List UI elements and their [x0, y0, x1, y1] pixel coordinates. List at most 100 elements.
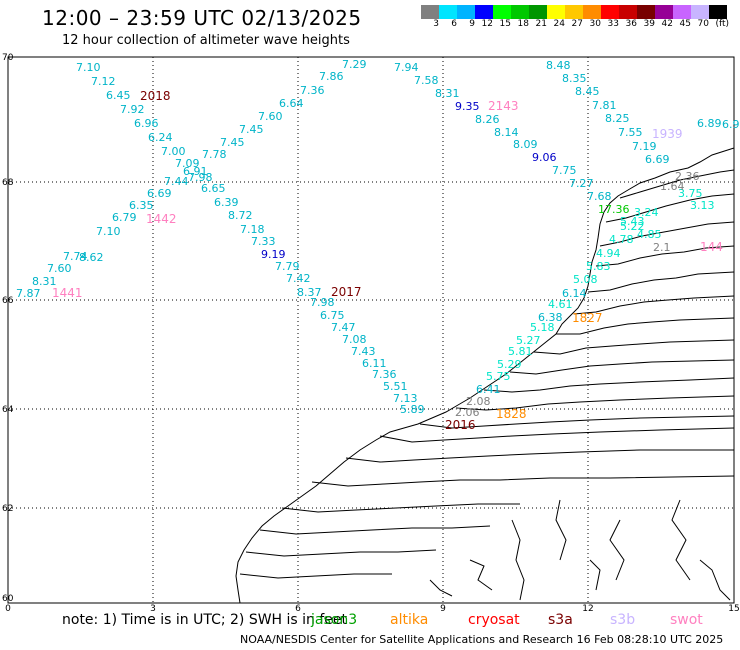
wave-height-label: 7.08: [342, 333, 367, 346]
wave-height-label: 7.94: [394, 61, 419, 74]
wave-height-label: 6.35: [129, 199, 154, 212]
track-id-1442: 1442: [146, 212, 177, 226]
wave-height-label: 3.24: [634, 206, 659, 219]
wave-height-label: 5.18: [530, 321, 555, 334]
wave-height-label: 8.14: [494, 126, 519, 139]
wave-height-label: 6.24: [148, 131, 173, 144]
wave-height-label: 8.31: [32, 275, 57, 288]
wave-height-label: 7.86: [319, 70, 344, 83]
wave-height-label: 6.89: [697, 117, 722, 130]
map-subtitle: 12 hour collection of altimeter wave hei…: [62, 33, 350, 48]
track-id-144: 144: [700, 240, 723, 254]
wave-height-label: 8.35: [562, 72, 587, 85]
track-id-1939: 1939: [652, 127, 683, 141]
wave-height-label: 8.45: [575, 85, 600, 98]
wave-height-label: 8.62: [79, 251, 104, 264]
legend-jason3: jason3: [311, 612, 358, 628]
colorbar-label: 27: [571, 19, 583, 29]
wave-height-label: 3.13: [690, 199, 715, 212]
colorbar-label: 45: [679, 19, 691, 29]
wave-height-label: 7.45: [239, 123, 264, 136]
colorbar-label: 3: [433, 19, 439, 29]
colorbar-label: 70: [697, 19, 709, 29]
footnote-note: note: 1) Time is in UTC; 2) SWH is in fe…: [62, 612, 348, 628]
wave-height-label: 7.55: [618, 126, 643, 139]
colorbar-label: 42: [661, 19, 673, 29]
wave-height-label: 7.78: [202, 148, 227, 161]
wave-height-label: 9.19: [261, 248, 286, 261]
colorbar-swatch: [475, 5, 493, 19]
coastline: [235, 147, 735, 604]
wave-height-label: 6.96: [134, 117, 159, 130]
colorbar-swatch: [421, 5, 439, 19]
wave-height-label: 6.45: [106, 89, 131, 102]
colorbar-label: 15: [499, 19, 511, 29]
wave-height-label: 7.44: [164, 175, 189, 188]
wave-height-label: 6.39: [214, 196, 239, 209]
wave-height-label: 8.25: [605, 112, 630, 125]
wave-height-label: 5.43: [620, 215, 645, 228]
wave-height-label: 7.87: [16, 287, 41, 300]
wave-height-label: 17.36: [598, 203, 630, 216]
wave-height-label: 5.75: [486, 370, 511, 383]
colorbar-swatch: [493, 5, 511, 19]
wave-height-label: 7.60: [47, 262, 72, 275]
colorbar-swatch: [457, 5, 475, 19]
wave-height-label: 6.38: [538, 311, 563, 324]
y-tick-68: 68: [2, 178, 14, 188]
x-tick-0: 0: [5, 604, 11, 614]
wave-height-label: 2.36: [675, 170, 700, 183]
wave-height-label: 7.58: [414, 74, 439, 87]
wave-height-label: 7.68: [587, 190, 612, 203]
colorbar-swatch: [529, 5, 547, 19]
wave-height-label: 5.83: [586, 260, 611, 273]
wave-height-label: 6.41: [476, 383, 501, 396]
wave-height-label: 4.78: [609, 233, 634, 246]
color-scale-bar: 3 6 9 12 15 18 21 24 27 30 33 36 39 42 45 70 (ft): [421, 5, 729, 29]
wave-height-label: 7.10: [96, 225, 121, 238]
colorbar-swatch: [709, 5, 727, 19]
wave-height-label: 8.09: [513, 138, 538, 151]
colorbar-label: 18: [517, 19, 529, 29]
wave-height-label: 7.29: [342, 58, 367, 71]
x-tick-12: 12: [582, 604, 593, 614]
wave-height-label: 9.35: [455, 100, 480, 113]
wave-height-label: 2.1: [653, 241, 671, 254]
wave-height-label: 5.81: [508, 345, 533, 358]
wave-height-label: 6.91: [183, 165, 208, 178]
track-id-2017: 2017: [331, 285, 362, 299]
colorbar-label: 30: [589, 19, 601, 29]
track-id-2143: 2143: [488, 99, 519, 113]
wave-height-label: 5.51: [383, 380, 408, 393]
wave-height-label: 7.74: [63, 250, 88, 263]
legend-cryosat: cryosat: [468, 612, 520, 628]
wave-height-label: 7.10: [76, 61, 101, 74]
track-id-1827: 1827: [572, 311, 603, 325]
colorbar-swatch: [601, 5, 619, 19]
wave-height-label: 7.45: [220, 136, 245, 149]
colorbar-swatch: [583, 5, 601, 19]
track-id-2018: 2018: [140, 89, 171, 103]
x-tick-9: 9: [440, 604, 446, 614]
colorbar-swatch: [439, 5, 457, 19]
wave-height-label: 7.13: [393, 392, 418, 405]
wave-height-label: 6.14: [562, 287, 587, 300]
wave-height-label: 5.27: [516, 334, 541, 347]
wave-height-label: 7.43: [351, 345, 376, 358]
wave-height-label: 7.09: [175, 157, 200, 170]
wave-height-label: 5.08: [573, 273, 598, 286]
colorbar-swatch: [511, 5, 529, 19]
wave-height-label: 7.98: [188, 171, 213, 184]
wave-height-label: 7.19: [632, 140, 657, 153]
y-tick-62: 62: [2, 504, 13, 514]
colorbar-swatch: [655, 5, 673, 19]
wave-height-label: 9.06: [532, 151, 557, 164]
wave-height-label: 7.33: [251, 235, 276, 248]
colorbar-swatch: [691, 5, 709, 19]
wave-height-label: 7.42: [286, 272, 311, 285]
wave-height-label: 8.31: [435, 87, 460, 100]
colorbar-swatch: [565, 5, 583, 19]
wave-height-label: 6.75: [320, 309, 345, 322]
x-tick-15: 15: [728, 604, 739, 614]
wave-height-label: 8.26: [475, 113, 500, 126]
